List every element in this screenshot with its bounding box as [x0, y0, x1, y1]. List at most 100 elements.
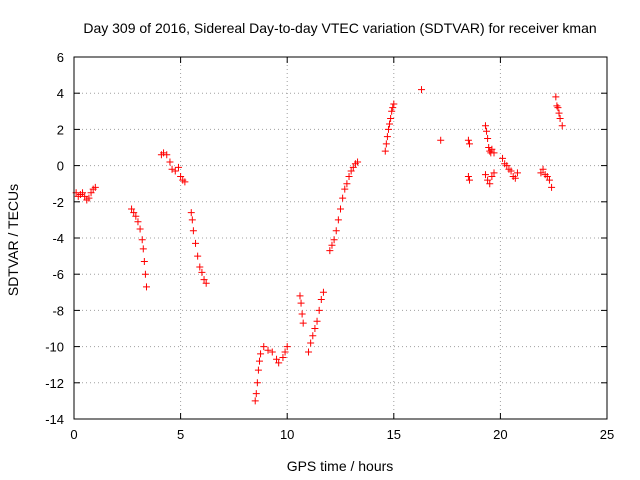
- data-point: [511, 174, 519, 182]
- series-arc-16: [552, 93, 566, 130]
- x-tick-label: 15: [387, 427, 401, 442]
- x-tick-label: 25: [600, 427, 614, 442]
- series-arc-13: [481, 122, 498, 188]
- grid: [74, 57, 607, 419]
- data-point: [315, 306, 323, 314]
- data-point: [264, 346, 272, 354]
- data-point: [465, 140, 473, 148]
- data-point: [386, 120, 394, 128]
- series-arc-1: [72, 183, 99, 204]
- data-point: [499, 154, 507, 162]
- axis-ticks: 0 5 10 15 20 25 -14 -12 -10 -8 -6 -4 -2 0 2 4 6: [45, 50, 614, 442]
- x-tick-label: 5: [177, 427, 184, 442]
- series-arc-3: [157, 149, 189, 186]
- y-tick-label: -10: [45, 340, 64, 355]
- y-tick-label: 2: [57, 122, 64, 137]
- data-point: [281, 348, 289, 356]
- data-point: [543, 172, 551, 180]
- data-point: [483, 127, 491, 135]
- data-point: [381, 147, 389, 155]
- data-point: [554, 104, 562, 112]
- data-point: [484, 176, 492, 184]
- data-point: [490, 169, 498, 177]
- y-tick-label: -2: [52, 195, 64, 210]
- x-tick-label: 0: [70, 427, 77, 442]
- data-point: [486, 180, 494, 188]
- series-arc-14: [499, 154, 521, 182]
- data-point: [553, 102, 561, 110]
- data-point: [539, 165, 547, 173]
- y-tick-label: 0: [57, 159, 64, 174]
- data-point: [305, 348, 313, 356]
- data-point: [174, 163, 182, 171]
- data-point: [299, 319, 307, 327]
- data-point: [296, 292, 304, 300]
- data-point: [260, 343, 268, 351]
- data-point: [339, 194, 347, 202]
- data-point: [192, 239, 200, 247]
- data-point: [297, 299, 305, 307]
- data-point: [464, 136, 472, 144]
- data-point: [389, 104, 397, 112]
- data-point: [253, 379, 261, 387]
- data-point: [384, 125, 392, 133]
- data-point: [513, 169, 521, 177]
- data-point: [418, 86, 426, 94]
- data-point: [139, 245, 147, 253]
- data-point: [166, 158, 174, 166]
- y-tick-label: -6: [52, 267, 64, 282]
- data-point: [465, 176, 473, 184]
- data-point: [309, 332, 317, 340]
- data-point: [555, 109, 563, 117]
- data-point: [548, 183, 556, 191]
- data-point: [171, 167, 179, 175]
- data-point: [545, 176, 553, 184]
- data-point: [328, 241, 336, 249]
- data-point: [437, 136, 445, 144]
- data-point: [337, 205, 344, 213]
- series-arc-12: [464, 136, 473, 184]
- series-arc-15: [537, 165, 556, 191]
- data-point: [354, 158, 362, 166]
- data-point: [200, 276, 208, 284]
- data-point: [484, 134, 492, 142]
- data-point: [279, 353, 287, 361]
- data-point: [490, 149, 498, 157]
- data-point: [481, 122, 489, 130]
- data-point: [91, 183, 99, 191]
- data-point: [141, 270, 149, 278]
- data-point: [181, 178, 189, 186]
- series-arc-6: [296, 292, 307, 327]
- data-point: [488, 145, 496, 153]
- data-point: [79, 189, 87, 197]
- data-point: [343, 180, 351, 188]
- data-point: [332, 227, 340, 235]
- data-point: [485, 144, 493, 151]
- data-point: [503, 162, 511, 170]
- data-point: [341, 185, 349, 193]
- data-point: [319, 288, 327, 296]
- data-point: [556, 115, 564, 123]
- data-point: [349, 163, 357, 171]
- x-axis-label: GPS time / hours: [287, 458, 394, 474]
- data-point: [334, 216, 342, 224]
- y-axis-label: SDTVAR / TECUs: [5, 184, 21, 296]
- data-point: [168, 165, 176, 173]
- data-point: [194, 252, 202, 260]
- series-arc-2: [128, 205, 150, 291]
- data-point: [283, 343, 291, 351]
- data-point: [507, 167, 515, 175]
- y-tick-label: -4: [52, 231, 64, 246]
- data-point: [196, 263, 204, 271]
- data-point: [488, 172, 496, 180]
- data-point: [387, 115, 395, 123]
- data-point: [87, 189, 95, 197]
- series-arc-9: [381, 100, 398, 155]
- data-point: [188, 216, 196, 224]
- data-point: [134, 218, 142, 226]
- data-point: [136, 225, 144, 233]
- data-point: [273, 355, 281, 363]
- data-point: [257, 350, 265, 358]
